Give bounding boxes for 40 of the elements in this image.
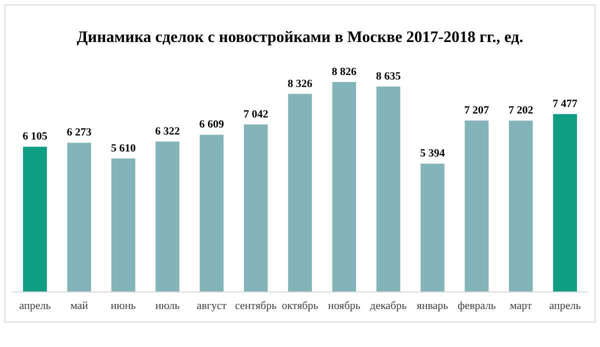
x-tick-label: декабрь xyxy=(370,300,407,312)
data-label: 7 202 xyxy=(508,104,534,117)
data-label: 7 477 xyxy=(552,98,578,110)
bar xyxy=(156,142,180,292)
data-label: 7 042 xyxy=(243,108,269,120)
x-tick-label: апрель xyxy=(19,300,51,312)
x-tick-label: ноябрь xyxy=(328,300,360,312)
bar xyxy=(332,82,356,292)
bar xyxy=(111,158,136,292)
data-label: 6 105 xyxy=(22,130,48,143)
bar xyxy=(288,94,312,292)
x-tick-label: апрель xyxy=(549,300,581,312)
x-tick-label: март xyxy=(510,300,532,312)
x-tick-label: февраль xyxy=(458,300,496,312)
data-label: 8 326 xyxy=(288,78,313,90)
x-tick-label: июль xyxy=(155,300,180,312)
data-label: 6 609 xyxy=(199,118,225,131)
bar xyxy=(67,142,92,292)
x-tick-label: сентябрь xyxy=(235,300,277,312)
x-tick-label: январь xyxy=(416,300,448,312)
x-tick-label: октябрь xyxy=(282,300,318,312)
x-tick-label: август xyxy=(196,300,227,312)
data-label: 6 273 xyxy=(66,126,92,139)
bar xyxy=(420,164,444,292)
bar xyxy=(464,120,489,292)
bar xyxy=(200,134,224,292)
data-label: 5 610 xyxy=(110,142,136,155)
data-label: 6 322 xyxy=(155,126,180,138)
bar xyxy=(553,114,577,292)
bar xyxy=(23,146,47,292)
bar xyxy=(376,86,400,292)
data-label: 8 635 xyxy=(376,70,402,83)
chart-title: Динамика сделок с новостройками в Москве 2017-2018 гг., ед. xyxy=(76,29,524,46)
data-label: 7 207 xyxy=(464,104,490,117)
x-tick-label: май xyxy=(70,300,88,312)
bar xyxy=(244,124,268,292)
x-tick-label: июнь xyxy=(110,300,136,312)
bar xyxy=(508,120,533,292)
data-label: 8 826 xyxy=(332,66,358,78)
data-label: 5 394 xyxy=(420,148,446,160)
